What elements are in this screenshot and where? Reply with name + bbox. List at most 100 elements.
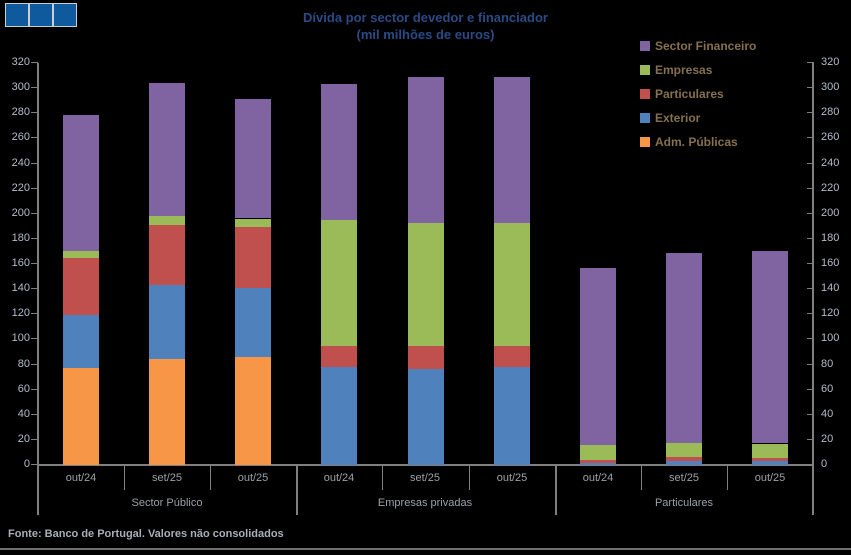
- bar-segment: [666, 457, 702, 461]
- bar-segment: [149, 225, 185, 285]
- bar-segment: [149, 83, 185, 216]
- y-axis-tick-left: [31, 62, 38, 63]
- chart-title-line1: Dívida por sector devedor e financiador: [303, 10, 548, 25]
- bar-segment: [580, 460, 616, 463]
- bar-segment: [408, 346, 444, 369]
- bar-segment: [235, 226, 271, 288]
- bar-segment: [235, 219, 271, 227]
- bar-segment: [63, 258, 99, 315]
- bar-segment: [752, 457, 788, 461]
- y-axis-label-left: 60: [17, 382, 30, 395]
- y-axis-tick-left: [31, 212, 38, 214]
- y-axis-tick-right: [807, 313, 814, 315]
- group-divider: [555, 465, 557, 515]
- bar-segment: [666, 442, 702, 457]
- bar-segment: [752, 251, 788, 443]
- source-note: Fonte: Banco de Portugal. Valores não co…: [8, 528, 284, 540]
- y-axis-label-right: 80: [821, 357, 834, 370]
- y-axis-tick-left: [31, 313, 38, 315]
- legend-swatch-icon: [640, 89, 650, 99]
- category-label: set/25: [152, 472, 182, 484]
- category-label: out/25: [496, 472, 528, 484]
- y-axis-label-right: 240: [821, 156, 840, 169]
- category-label: out/24: [65, 472, 97, 484]
- y-axis-label-right: 120: [821, 307, 840, 320]
- y-axis-tick-right: [807, 237, 814, 239]
- bar-segment: [63, 115, 99, 251]
- category-divider: [727, 465, 728, 490]
- y-axis-label-right: 140: [821, 282, 840, 295]
- chart-legend: Sector Financeiro Empresas Particulares Ext…: [640, 34, 756, 154]
- y-axis-label-left: 40: [17, 407, 30, 420]
- app-logo: [5, 3, 77, 27]
- bar-segment: [235, 99, 271, 218]
- y-axis-line-left: [37, 63, 39, 515]
- bar-segment: [408, 223, 444, 346]
- bar-segment: [63, 368, 99, 465]
- bar-segment: [63, 314, 99, 368]
- y-axis-tick-right: [807, 162, 814, 164]
- bar-segment: [321, 346, 357, 367]
- group-divider: [296, 465, 298, 515]
- legend-item: Particulares: [640, 82, 756, 106]
- y-axis-label-right: 260: [821, 131, 840, 144]
- y-axis-label-right: 100: [821, 332, 840, 345]
- bar-segment: [580, 445, 616, 460]
- legend-item: Sector Financeiro: [640, 34, 756, 58]
- y-axis-tick-right: [807, 112, 814, 114]
- y-axis-tick-right: [807, 338, 814, 340]
- y-axis-tick-left: [31, 338, 38, 340]
- y-axis-label-right: 300: [821, 81, 840, 94]
- y-axis-label-left: 100: [11, 332, 30, 345]
- legend-label: Particulares: [655, 87, 724, 101]
- y-axis-label-right: 160: [821, 257, 840, 269]
- y-axis-tick-right: [807, 62, 814, 63]
- y-axis-tick-left: [31, 162, 38, 164]
- y-axis-label-left: 140: [11, 282, 30, 295]
- category-divider: [382, 465, 383, 490]
- y-axis-label-left: 280: [11, 106, 30, 119]
- category-divider: [210, 465, 211, 490]
- y-axis-label-left: 200: [11, 206, 30, 219]
- y-axis-tick-right: [807, 288, 814, 290]
- y-axis-tick-left: [31, 413, 38, 415]
- y-axis-label-right: 180: [821, 231, 840, 244]
- y-axis-tick-right: [807, 388, 814, 390]
- legend-item: Empresas: [640, 58, 756, 82]
- y-axis-label-right: 0: [821, 458, 828, 470]
- bar-segment: [321, 84, 357, 220]
- y-axis-tick-left: [31, 288, 38, 290]
- y-axis-tick-right: [807, 363, 814, 365]
- y-axis-tick-right: [807, 263, 814, 264]
- legend-item: Exterior: [640, 106, 756, 130]
- footer-divider: [0, 548, 851, 550]
- y-axis-tick-right: [807, 187, 814, 189]
- y-axis-label-left: 320: [11, 56, 30, 68]
- bar-segment: [666, 461, 702, 465]
- x-axis-line: [37, 464, 814, 466]
- logo-square: [30, 4, 52, 26]
- y-axis-tick-left: [31, 187, 38, 189]
- y-axis-label-left: 160: [11, 257, 30, 269]
- bar-segment: [235, 357, 271, 465]
- legend-swatch-icon: [640, 41, 650, 51]
- y-axis-tick-left: [31, 438, 38, 440]
- chart-title: Dívida por sector devedor e financiador …: [0, 9, 851, 43]
- legend-label: Sector Financeiro: [655, 39, 757, 53]
- bar-segment: [149, 359, 185, 465]
- y-axis-tick-right: [807, 438, 814, 440]
- y-axis-tick-right: [807, 87, 814, 89]
- y-axis-tick-left: [31, 237, 38, 239]
- bar-segment: [149, 285, 185, 359]
- y-axis-tick-right: [807, 413, 814, 415]
- y-axis-tick-left: [31, 464, 38, 465]
- category-divider: [124, 465, 125, 490]
- logo-square: [6, 4, 28, 26]
- y-axis-label-right: 20: [821, 432, 834, 445]
- y-axis-tick-right: [807, 137, 814, 139]
- y-axis-label-left: 300: [11, 81, 30, 94]
- y-axis-label-right: 220: [821, 181, 840, 194]
- bar-segment: [752, 444, 788, 458]
